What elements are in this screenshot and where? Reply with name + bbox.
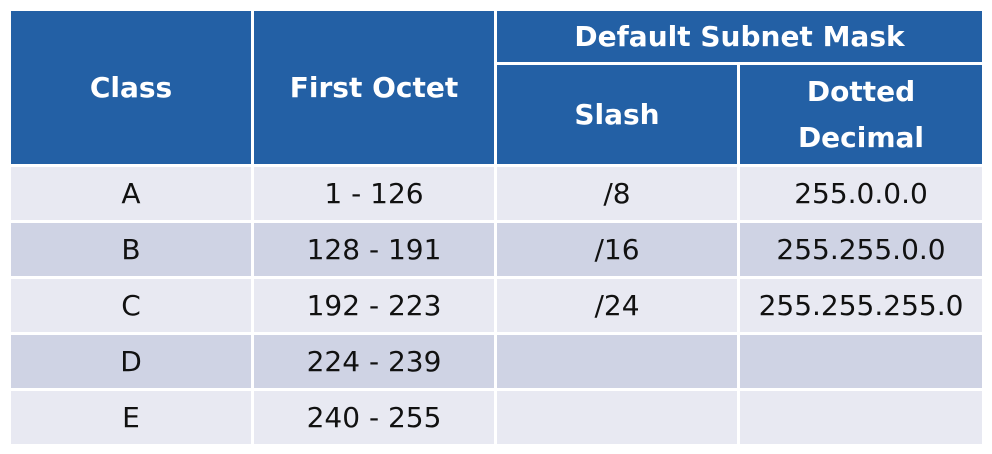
header-default-subnet-mask: Default Subnet Mask xyxy=(494,8,985,65)
header-dotted-decimal-line1: Dotted xyxy=(806,74,916,108)
cell-class: B xyxy=(8,220,254,279)
cell-dotted-decimal: 255.255.0.0 xyxy=(737,220,985,279)
cell-first-octet: 224 - 239 xyxy=(251,332,497,391)
header-row-top: Class First Octet Default Subnet Mask xyxy=(8,8,985,167)
ip-class-table-container: Class First Octet Default Subnet Mask Sl… xyxy=(8,8,985,447)
cell-slash xyxy=(494,332,740,391)
cell-dotted-decimal xyxy=(737,332,985,391)
cell-dotted-decimal: 255.255.255.0 xyxy=(737,276,985,335)
ip-class-table: Class First Octet Default Subnet Mask Sl… xyxy=(8,8,985,447)
cell-class: C xyxy=(8,276,254,335)
table-row: D 224 - 239 xyxy=(8,332,985,391)
table-row: E 240 - 255 xyxy=(8,388,985,447)
cell-slash: /24 xyxy=(494,276,740,335)
cell-slash xyxy=(494,388,740,447)
cell-first-octet: 1 - 126 xyxy=(251,164,497,223)
cell-class: D xyxy=(8,332,254,391)
cell-first-octet: 192 - 223 xyxy=(251,276,497,335)
cell-slash: /16 xyxy=(494,220,740,279)
cell-first-octet: 240 - 255 xyxy=(251,388,497,447)
header-first-octet: First Octet xyxy=(251,8,497,167)
cell-class: A xyxy=(8,164,254,223)
header-class: Class xyxy=(8,8,254,167)
cell-class: E xyxy=(8,388,254,447)
cell-slash: /8 xyxy=(494,164,740,223)
table-row: B 128 - 191 /16 255.255.0.0 xyxy=(8,220,985,279)
header-dotted-decimal: Dotted Decimal xyxy=(737,62,985,167)
table-row: C 192 - 223 /24 255.255.255.0 xyxy=(8,276,985,335)
cell-dotted-decimal: 255.0.0.0 xyxy=(737,164,985,223)
header-slash: Slash xyxy=(494,62,740,167)
cell-first-octet: 128 - 191 xyxy=(251,220,497,279)
cell-dotted-decimal xyxy=(737,388,985,447)
table-row: A 1 - 126 /8 255.0.0.0 xyxy=(8,164,985,223)
header-row-sub: Slash Dotted Decimal xyxy=(10,62,985,167)
header-dotted-decimal-line2: Decimal xyxy=(797,120,925,154)
